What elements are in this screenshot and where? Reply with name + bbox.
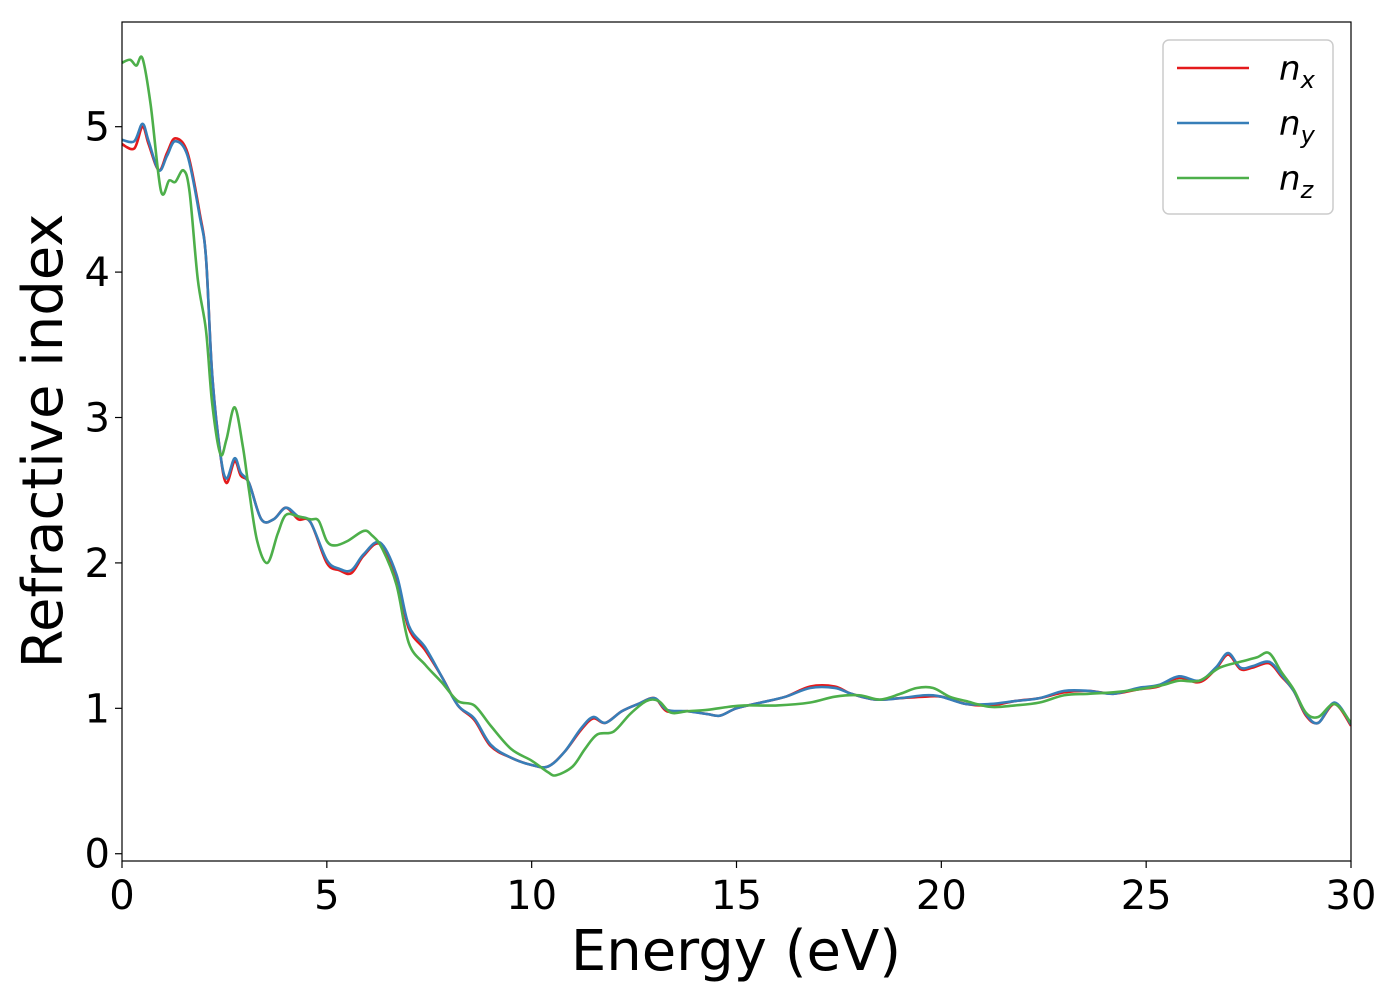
series-layer (122, 55, 1351, 777)
x-tick-label: 5 (314, 873, 339, 919)
x-axis-ticks: 0 5 10 15 20 25 30 (109, 861, 1376, 919)
legend-entry-n-y: ny (1177, 104, 1316, 149)
x-tick-label: 0 (109, 873, 134, 919)
y-axis-label: Refractive index (11, 214, 76, 669)
y-tick-label: 4 (85, 250, 110, 296)
series-line-n-z (122, 55, 1351, 777)
legend-label: nz (1279, 159, 1315, 204)
x-tick-label: 25 (1121, 873, 1172, 919)
legend-entry-n-z: nz (1177, 159, 1315, 204)
y-tick-label: 1 (85, 686, 110, 732)
legend-label: ny (1279, 104, 1316, 149)
x-tick-label: 15 (711, 873, 762, 919)
x-tick-label: 30 (1326, 873, 1377, 919)
series-line-n-y (122, 122, 1351, 769)
x-tick-label: 10 (506, 873, 557, 919)
series-line-n-x (122, 125, 1351, 769)
y-tick-label: 0 (85, 832, 110, 878)
x-tick-label: 20 (916, 873, 967, 919)
y-tick-label: 5 (85, 105, 110, 151)
x-axis-label: Energy (eV) (571, 919, 901, 984)
y-tick-label: 2 (85, 541, 110, 587)
legend-entry-n-x: nx (1177, 49, 1316, 94)
y-axis-ticks: 0 1 2 3 4 5 (85, 105, 122, 878)
y-tick-label: 3 (85, 396, 110, 442)
legend-entries: nx ny nz (1177, 49, 1316, 204)
legend: nx ny nz (1162, 39, 1334, 215)
legend-box (1162, 39, 1334, 215)
legend-label: nx (1279, 49, 1316, 94)
